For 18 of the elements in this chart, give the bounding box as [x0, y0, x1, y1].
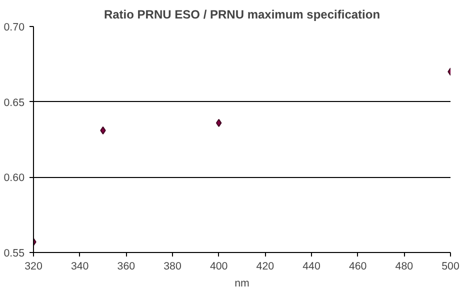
x-tick-label: 360: [117, 260, 136, 272]
x-tick-label: 460: [348, 260, 367, 272]
x-tick-label: 440: [302, 260, 320, 272]
x-tick-label: 500: [442, 260, 460, 272]
x-axis-title: nm: [234, 278, 250, 290]
x-tick-label: 480: [395, 260, 414, 272]
point: [216, 118, 222, 127]
point: [100, 126, 106, 134]
x-tick-label: 400: [210, 260, 228, 272]
x-tick-label: 340: [70, 260, 89, 272]
x-tick-label: 320: [24, 260, 42, 272]
y-tick-label: 0.60: [4, 172, 25, 184]
x-tick-label: 420: [256, 260, 274, 272]
y-tick-label: 0.65: [4, 96, 25, 109]
y-tick-label: 0.55: [4, 248, 25, 260]
y-tick-label: 0.70: [4, 22, 25, 34]
x-tick-label: 380: [164, 260, 182, 272]
chart-title: Ratio PRNU ESO / PRNU maximum specification: [104, 8, 380, 22]
